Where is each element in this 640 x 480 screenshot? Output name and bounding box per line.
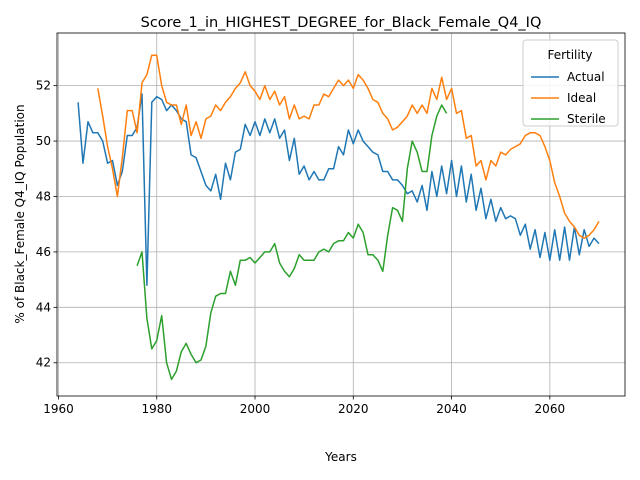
legend-items: Actual Ideal Sterile bbox=[531, 70, 606, 126]
x-tick-label: 1980 bbox=[141, 402, 172, 416]
y-tick-label: 42 bbox=[36, 356, 51, 370]
x-tick-label: 2060 bbox=[535, 402, 566, 416]
y-tick-label: 48 bbox=[36, 189, 51, 203]
x-tick-label: 2000 bbox=[240, 402, 271, 416]
x-tick-label: 2020 bbox=[338, 402, 369, 416]
legend-box bbox=[522, 39, 619, 127]
chart-title: Score_1_in_HIGHEST_DEGREE_for_Black_Fema… bbox=[141, 15, 542, 31]
series-line-ideal bbox=[97, 54, 600, 239]
x-tick-label: 2040 bbox=[436, 402, 467, 416]
legend: Fertility Actual Ideal Sterile bbox=[522, 39, 619, 127]
grid-lines bbox=[57, 33, 625, 396]
y-tick-label: 50 bbox=[36, 134, 51, 148]
y-axis-label: % of Black_Female Q4_IQ Population bbox=[13, 104, 27, 323]
legend-label-sterile: Sterile bbox=[567, 112, 606, 126]
y-tick-label: 52 bbox=[36, 79, 51, 93]
series-line-sterile bbox=[136, 104, 448, 381]
x-tick-label: 1960 bbox=[43, 402, 74, 416]
y-tick-label: 44 bbox=[36, 300, 51, 314]
axis-ticks: 1960 1980 2000 2020 2040 2060 42 44 46 48 50 52 bbox=[36, 79, 565, 416]
series-lines bbox=[77, 54, 600, 381]
plot-frame bbox=[56, 32, 626, 397]
x-axis-label: Years bbox=[324, 450, 357, 464]
legend-label-actual: Actual bbox=[567, 70, 605, 84]
legend-label-ideal: Ideal bbox=[567, 91, 596, 105]
y-tick-label: 46 bbox=[36, 245, 51, 259]
series-line-actual bbox=[77, 93, 600, 286]
legend-title: Fertility bbox=[547, 48, 592, 62]
